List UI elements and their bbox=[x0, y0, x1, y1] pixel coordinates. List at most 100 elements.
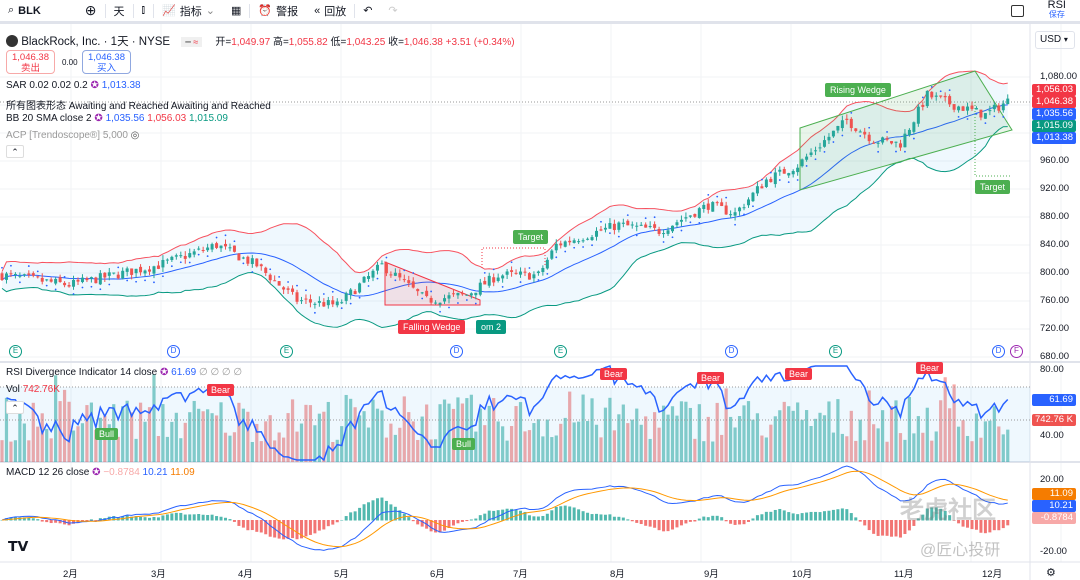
macd-histogram-bar bbox=[599, 514, 603, 521]
volume-bar bbox=[773, 416, 777, 462]
macd-histogram-bar bbox=[764, 511, 768, 521]
currency-select[interactable]: USD ▾ bbox=[1035, 31, 1075, 49]
candle-body bbox=[465, 294, 469, 296]
settings-gear-icon[interactable]: ⚙ bbox=[1046, 567, 1056, 579]
earnings-event-icon[interactable]: E bbox=[9, 345, 22, 358]
sar-legend[interactable]: SAR 0.02 0.02 0.2 ✪ 1,013.38 bbox=[6, 80, 141, 91]
split-event-icon[interactable]: F bbox=[1010, 345, 1023, 358]
candle-body bbox=[930, 91, 934, 98]
sell-button[interactable]: 1,046.38 卖出 bbox=[6, 50, 55, 74]
divergence-label[interactable]: Bull bbox=[95, 428, 119, 440]
patterns-legend[interactable]: 所有图表形态 Awaiting and Reached Awaiting and… bbox=[6, 101, 271, 112]
macd-histogram-bar bbox=[684, 520, 688, 524]
sar-dot bbox=[45, 284, 48, 287]
divergence-label[interactable]: Bear bbox=[697, 372, 725, 384]
save-layout-button[interactable]: RSI 保存 bbox=[1047, 0, 1066, 19]
earnings-event-icon[interactable]: E bbox=[829, 345, 842, 358]
dividend-event-icon[interactable]: D bbox=[992, 345, 1005, 358]
symbol-search[interactable]: ⌕ BLK bbox=[8, 4, 41, 17]
volume-bar bbox=[653, 412, 657, 462]
volume-bar bbox=[791, 410, 795, 462]
undo-button[interactable]: ↶ bbox=[355, 0, 380, 22]
volume-bar bbox=[483, 425, 487, 462]
candle-body bbox=[45, 279, 49, 281]
volume-bar bbox=[988, 420, 992, 462]
candle-body bbox=[4, 273, 8, 280]
buy-button[interactable]: 1,046.38 买入 bbox=[82, 50, 131, 74]
bb-legend[interactable]: BB 20 SMA close 2 ✪ 1,035.56 1,056.03 1,… bbox=[6, 113, 228, 124]
dividend-event-icon[interactable]: D bbox=[450, 345, 463, 358]
macd-histogram-bar bbox=[465, 520, 469, 522]
pattern-label[interactable]: Target bbox=[513, 230, 549, 244]
candle-body bbox=[165, 259, 169, 261]
sar-dot bbox=[215, 236, 218, 239]
divergence-label[interactable]: Bear bbox=[916, 362, 944, 374]
volume-bar bbox=[18, 411, 22, 462]
acp-legend[interactable]: ACP [Trendoscope®] 5,000 ◎ bbox=[6, 130, 140, 141]
candle-body bbox=[586, 238, 590, 240]
sar-dot bbox=[260, 258, 263, 261]
chart-type-button[interactable]: ⫾ bbox=[134, 0, 154, 22]
divergence-label[interactable]: Bear bbox=[785, 368, 813, 380]
volume-bar bbox=[487, 405, 491, 462]
candle-body bbox=[746, 199, 750, 206]
candle-body bbox=[545, 259, 549, 269]
rsi-legend[interactable]: RSI Divergence Indicator 14 close ✪ 61.6… bbox=[6, 367, 243, 378]
price-axis-label: 920.00 bbox=[1040, 183, 1070, 194]
indicators-button[interactable]: 📈 指标 ⌄ bbox=[162, 5, 215, 18]
collapse-pane-button[interactable]: ⌃ bbox=[6, 401, 24, 414]
macd-histogram-bar bbox=[590, 514, 594, 521]
volume-bar bbox=[313, 425, 317, 462]
vol-legend[interactable]: Vol 742.76K bbox=[6, 384, 60, 395]
pattern-label[interactable]: om 2 bbox=[476, 320, 507, 334]
volume-bar bbox=[411, 421, 415, 462]
candle-body bbox=[80, 277, 84, 283]
redo-button[interactable]: ↷ bbox=[380, 0, 405, 22]
volume-bar bbox=[563, 417, 567, 462]
volume-bar bbox=[518, 402, 523, 462]
divergence-label[interactable]: Bull bbox=[452, 438, 476, 450]
volume-bar bbox=[554, 435, 558, 462]
volume-bar bbox=[165, 436, 169, 462]
sar-dot bbox=[752, 205, 754, 208]
volume-bar bbox=[746, 401, 751, 462]
time-axis-month: 3月 bbox=[151, 569, 166, 580]
earnings-event-icon[interactable]: E bbox=[280, 345, 293, 358]
volume-bar bbox=[903, 439, 907, 462]
macd-legend[interactable]: MACD 12 26 close ✪ −0.8784 10.21 11.09 bbox=[6, 467, 195, 478]
pattern-label[interactable]: Rising Wedge bbox=[825, 83, 891, 97]
volume-bar bbox=[331, 441, 335, 462]
replay-button[interactable]: «回放 bbox=[314, 4, 347, 18]
sar-dot bbox=[206, 255, 209, 258]
sar-dot bbox=[895, 150, 897, 153]
collapse-legend-button[interactable]: ⌃ bbox=[6, 145, 24, 158]
fullscreen-button[interactable] bbox=[1003, 0, 1032, 22]
alert-button[interactable]: ⏰ 警报 bbox=[258, 5, 299, 18]
candle-body bbox=[791, 171, 795, 175]
bollinger-lower-line bbox=[1, 126, 1008, 329]
interval-button[interactable]: 天 bbox=[113, 5, 125, 18]
dividend-event-icon[interactable]: D bbox=[167, 345, 180, 358]
dividend-event-icon[interactable]: D bbox=[725, 345, 738, 358]
macd-histogram-bar bbox=[313, 520, 317, 534]
volume-bar bbox=[277, 432, 281, 462]
candle-body bbox=[76, 279, 80, 282]
sar-dot bbox=[573, 246, 576, 249]
pattern-label[interactable]: Falling Wedge bbox=[398, 320, 466, 334]
divergence-label[interactable]: Bear bbox=[600, 368, 628, 380]
macd-histogram-bar bbox=[483, 513, 487, 521]
pattern-label[interactable]: Target bbox=[975, 180, 1011, 194]
candle-body bbox=[706, 203, 710, 210]
candle-body bbox=[849, 118, 853, 129]
compare-button[interactable]: ⊕ bbox=[77, 0, 105, 22]
layouts-button[interactable]: ▦ bbox=[223, 0, 249, 22]
earnings-event-icon[interactable]: E bbox=[554, 345, 567, 358]
volume-bar bbox=[179, 438, 183, 462]
divergence-label[interactable]: Bear bbox=[207, 384, 235, 396]
macd-histogram-bar bbox=[156, 517, 160, 521]
volume-bar bbox=[152, 374, 156, 462]
macd-histogram-bar bbox=[970, 520, 974, 530]
candle-body bbox=[501, 275, 505, 279]
candle-body bbox=[358, 283, 362, 293]
